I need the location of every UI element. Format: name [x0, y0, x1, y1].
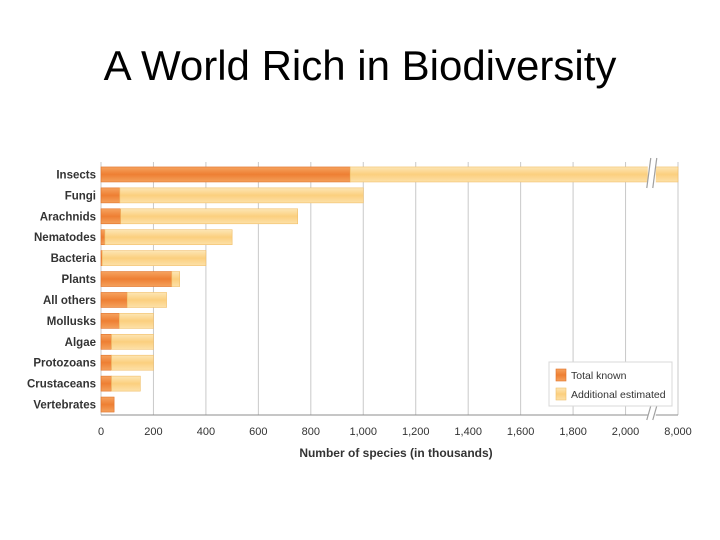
axis-break	[646, 157, 658, 421]
category-label: Insects	[56, 169, 96, 181]
axis-break-mark	[652, 157, 658, 189]
slide-title: A World Rich in Biodiversity	[103, 42, 617, 89]
legend-label: Total known	[571, 370, 627, 382]
legend: Total known Additional estimated	[548, 361, 673, 407]
bar-additional-estimated	[119, 313, 154, 329]
bar-total-known	[100, 333, 112, 350]
category-label: Algae	[65, 337, 96, 349]
x-tick-label: 600	[249, 426, 267, 438]
bar-total-known	[100, 229, 106, 246]
category-label: Crustaceans	[27, 379, 96, 391]
bar-additional-estimated	[119, 187, 364, 204]
legend-swatch	[555, 368, 567, 382]
axis-break-mark	[652, 405, 658, 421]
bar-additional-estimated	[171, 271, 180, 287]
x-tick-label: 2,000	[612, 426, 640, 438]
bar-total-known	[100, 271, 173, 287]
bar-total-known	[100, 187, 121, 204]
bar-additional-estimated	[349, 166, 679, 183]
grid-lines	[100, 162, 679, 416]
x-tick-label: 1,600	[507, 426, 535, 438]
category-label: Protozoans	[33, 358, 96, 370]
bar-total-known	[100, 166, 351, 183]
x-tick-label: 1,000	[350, 426, 378, 438]
x-tick-labels: 0 200 400 600 800 1,000 1,200 1,400 1,600 1,800 2,…	[98, 426, 692, 438]
bar-additional-estimated	[126, 292, 167, 308]
axis-break-gap	[647, 406, 656, 420]
x-tick-label: 200	[144, 426, 162, 438]
bars	[100, 166, 679, 413]
category-label: All others	[43, 295, 96, 307]
category-label: Mollusks	[47, 316, 96, 328]
legend-label: Additional estimated	[571, 389, 666, 401]
category-labels: Insects Fungi Arachnids Nematodes Bacteria Pl…	[27, 169, 97, 411]
bar-total-known	[100, 354, 112, 371]
x-tick-label: 0	[98, 426, 104, 438]
category-label: Nematodes	[34, 232, 96, 244]
bar-additional-estimated	[104, 229, 233, 246]
category-label: Arachnids	[40, 211, 96, 223]
bar-total-known	[100, 208, 121, 225]
bar-additional-estimated	[120, 208, 299, 225]
category-label: Plants	[61, 274, 96, 286]
x-axis-label: Number of species (in thousands)	[299, 446, 492, 460]
x-tick-label: 400	[197, 426, 215, 438]
category-label: Bacteria	[51, 253, 97, 265]
axis-break-mark	[646, 405, 652, 421]
legend-swatch	[555, 387, 567, 401]
bar-total-known	[100, 375, 112, 392]
x-tick-label: 800	[302, 426, 320, 438]
bar-total-known	[100, 313, 120, 329]
bar-additional-estimated	[111, 333, 154, 350]
x-tick-label: 1,400	[454, 426, 482, 438]
axis-break-gap	[647, 158, 656, 188]
bar-additional-estimated	[111, 375, 141, 392]
bar-additional-estimated	[102, 250, 207, 266]
category-label: Fungi	[65, 190, 96, 202]
legend-box	[548, 361, 673, 407]
bar-additional-estimated	[111, 354, 154, 371]
bar-total-known	[100, 396, 115, 413]
x-tick-label: 1,800	[559, 426, 587, 438]
x-tick-label: 8,000	[664, 426, 692, 438]
category-label: Vertebrates	[33, 400, 96, 412]
axis-break-mark	[646, 157, 652, 189]
x-tick-label: 1,200	[402, 426, 430, 438]
bar-total-known	[100, 292, 128, 308]
